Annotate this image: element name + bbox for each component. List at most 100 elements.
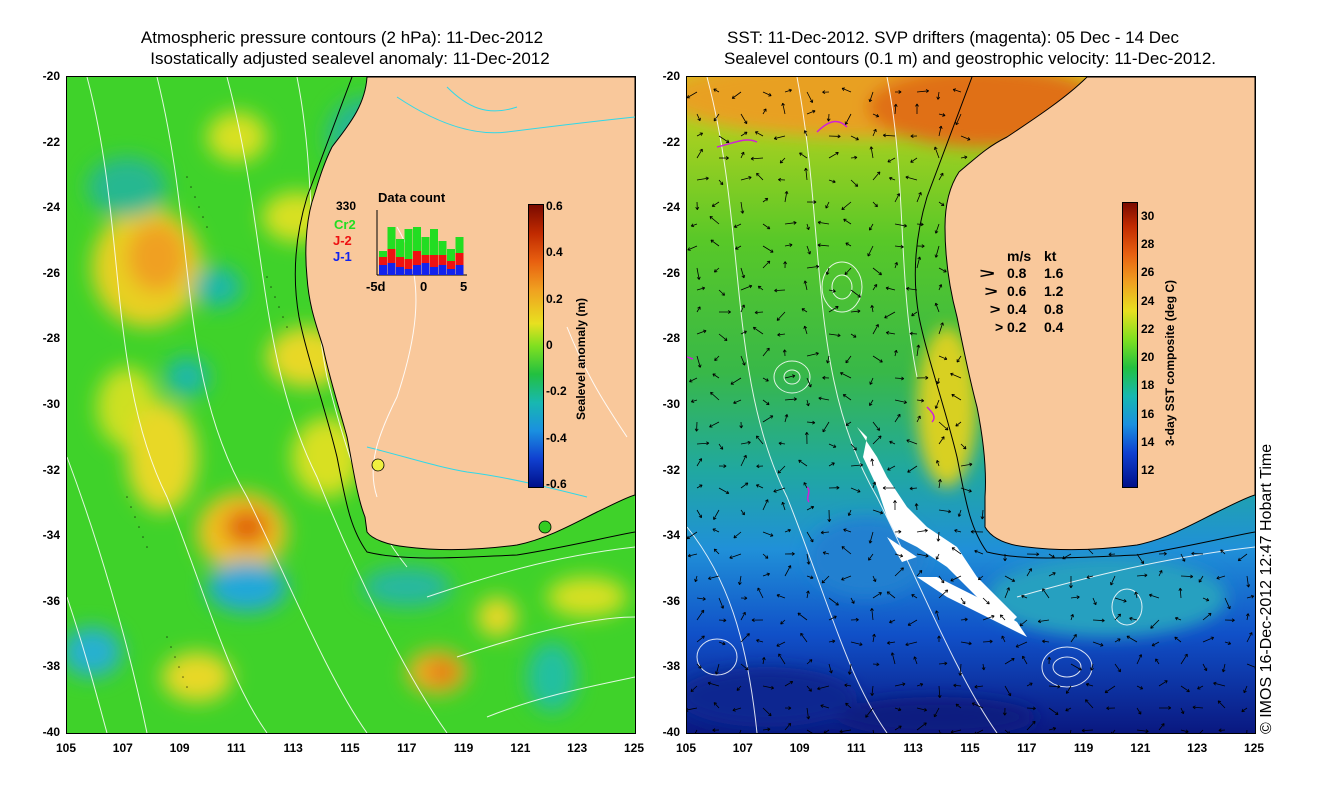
velocity-arrow — [1104, 685, 1116, 694]
velocity-arrow — [696, 306, 701, 313]
velocity-arrow — [828, 597, 839, 606]
velocity-arrow — [1048, 726, 1057, 731]
velocity-arrow — [1245, 613, 1250, 621]
velocity-arrow — [1217, 700, 1226, 709]
right-lat-label: -32 — [662, 462, 680, 477]
velocity-arrow — [750, 156, 764, 161]
data-count-bar — [413, 251, 421, 265]
right-lon-label: 125 — [1243, 741, 1265, 755]
velocity-arrow — [828, 306, 839, 313]
velocity-arrow — [933, 707, 940, 718]
velocity-arrow — [828, 289, 836, 293]
data-count-bar — [455, 265, 464, 275]
velocity-arrow — [916, 707, 928, 712]
data-count-bar — [404, 229, 413, 259]
velocity-arrow — [718, 641, 726, 646]
velocity-arrow — [806, 707, 811, 720]
velocity-arrow — [872, 633, 876, 643]
velocity-arrow — [696, 329, 707, 335]
velocity-arrow — [958, 663, 963, 676]
right-map-panel — [686, 76, 1256, 734]
velocity-arrow — [806, 377, 812, 388]
velocity-arrow — [957, 509, 962, 517]
velocity-arrow — [784, 722, 792, 731]
velocity-arrow — [822, 375, 830, 380]
pressure-contours — [67, 77, 635, 733]
right-lat-label: -22 — [662, 134, 680, 149]
velocity-arrow — [938, 436, 945, 445]
velocity-arrow — [889, 440, 896, 445]
velocity-arrow — [828, 443, 837, 448]
velocity-arrow — [733, 399, 742, 405]
velocity-arrow — [1202, 597, 1210, 602]
velocity-arrow — [1224, 641, 1232, 645]
velocity-arrow — [916, 398, 925, 403]
velocity-arrow — [872, 113, 880, 118]
sst-colorbar-label: 3-day SST composite (deg C) — [1163, 279, 1177, 446]
velocity-arrow — [828, 485, 840, 490]
velocity-arrow — [911, 311, 918, 317]
velocity-arrow — [1021, 594, 1028, 599]
velocity-arrow — [905, 641, 918, 647]
velocity-arrow — [890, 652, 896, 665]
velocity-arrow — [827, 509, 832, 523]
velocity-arrow — [894, 567, 904, 577]
velocity-arrow — [696, 663, 702, 669]
velocity-arrow — [894, 553, 904, 558]
sst-colorbar-tick: 30 — [1141, 209, 1155, 223]
velocity-arrow — [841, 575, 852, 581]
velocity-arrow — [894, 349, 898, 357]
velocity-arrow — [872, 481, 877, 489]
velocity-arrow — [887, 640, 896, 645]
velocity-arrow — [733, 531, 742, 539]
velocity-arrow — [1202, 636, 1215, 643]
sst-colorbar-tick: 12 — [1141, 463, 1155, 477]
left-lat-label: -30 — [42, 397, 60, 411]
velocity-arrow — [778, 653, 786, 665]
velocity-arrow — [934, 302, 940, 313]
velocity-arrow — [751, 618, 764, 622]
velocity-arrow — [938, 355, 948, 361]
velocity-arrow — [894, 90, 902, 94]
velocity-arrow — [740, 509, 745, 516]
right-title-line2: Sealevel contours (0.1 m) and geostrophi… — [724, 49, 1216, 68]
velocity-arrow — [1136, 553, 1145, 565]
velocity-arrow — [803, 130, 808, 137]
velocity-arrow — [850, 443, 857, 451]
velocity-arrow — [887, 465, 896, 471]
velocity-arrow — [893, 500, 897, 511]
velocity-arrow — [1114, 613, 1122, 621]
right-lon-label: 115 — [960, 741, 980, 755]
velocity-arrow — [696, 635, 705, 643]
velocity-arrow — [1004, 587, 1010, 599]
velocity-arrow — [953, 683, 962, 688]
velocity-arrow — [820, 704, 830, 709]
velocity-arrow — [694, 421, 699, 432]
left-lat-label: -38 — [42, 659, 60, 674]
velocity-arrow — [1136, 729, 1149, 733]
velocity-arrow — [934, 223, 940, 234]
sst-colorbar-tick: 26 — [1141, 265, 1155, 280]
velocity-arrow — [1158, 723, 1165, 731]
data-count-bar — [447, 269, 455, 275]
velocity-arrow — [1246, 594, 1255, 599]
velocity-arrow — [935, 610, 940, 621]
velocity-arrow — [894, 193, 901, 203]
velocity-arrow — [713, 88, 720, 93]
velocity-arrow — [970, 529, 984, 534]
velocity-arrow — [845, 355, 852, 364]
velocity-arrow — [687, 707, 698, 712]
velocity-arrow — [982, 639, 993, 644]
velocity-arrow — [916, 415, 921, 423]
velocity-arrow — [1246, 575, 1251, 588]
velocity-arrow — [1026, 552, 1040, 557]
velocity-arrow — [872, 283, 878, 291]
velocity-arrow — [1213, 681, 1226, 687]
velocity-arrow — [1216, 575, 1226, 580]
velocity-arrow — [740, 284, 753, 291]
velocity-arrow — [841, 201, 852, 211]
right-lon-label: 117 — [1017, 741, 1037, 755]
velocity-arrow — [894, 223, 908, 228]
velocity-arrow — [826, 355, 830, 364]
velocity-arrow — [696, 286, 706, 291]
